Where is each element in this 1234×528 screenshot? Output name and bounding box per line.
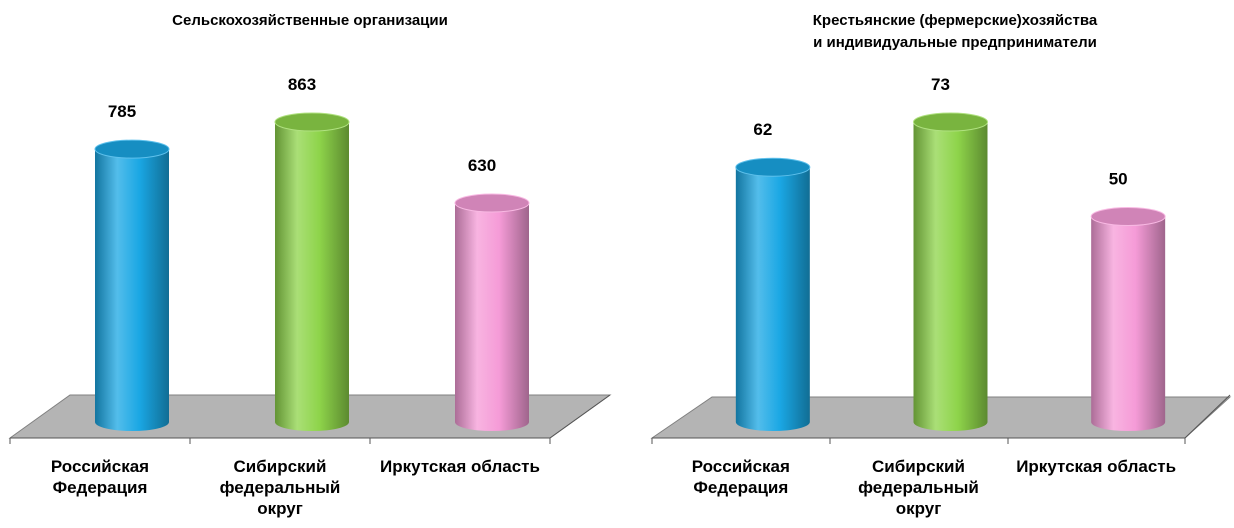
bar bbox=[274, 112, 350, 431]
data-label: 863 bbox=[288, 75, 316, 94]
bar bbox=[94, 139, 170, 431]
bar-body bbox=[275, 122, 349, 431]
data-label: 785 bbox=[108, 102, 136, 121]
bar bbox=[913, 112, 988, 431]
axis-edge bbox=[1184, 394, 1231, 439]
axis-edge bbox=[549, 394, 611, 439]
bar-body bbox=[455, 202, 529, 431]
chart-title: Крестьянские (фермерские)хозяйства и инд… bbox=[812, 12, 1098, 51]
bar bbox=[735, 157, 811, 431]
bar-body bbox=[735, 167, 810, 431]
bar-top bbox=[94, 139, 170, 159]
bar-body bbox=[1091, 216, 1166, 431]
x-tick-label: Российская Федерация bbox=[50, 457, 150, 497]
data-label: 62 bbox=[753, 120, 772, 139]
bar-top bbox=[913, 112, 988, 132]
chart-title: Сельскохозяйственные организации bbox=[172, 12, 448, 29]
x-tick-label: Сибирский федеральный округ bbox=[219, 457, 341, 518]
data-label: 50 bbox=[1109, 170, 1128, 189]
bar-body bbox=[95, 149, 169, 431]
bar-top bbox=[735, 157, 811, 177]
data-label: 73 bbox=[931, 75, 950, 94]
x-tick-label: Сибирский федеральный округ bbox=[858, 457, 979, 518]
bar-top bbox=[1090, 207, 1166, 227]
x-tick-label: Российская Федерация bbox=[691, 457, 790, 497]
x-tick-label: Иркутская область bbox=[380, 457, 540, 476]
bar-top bbox=[454, 193, 530, 213]
bar bbox=[454, 193, 530, 431]
data-label: 630 bbox=[468, 156, 496, 175]
bar-body bbox=[913, 122, 988, 431]
bar-top bbox=[274, 112, 350, 132]
bar bbox=[1090, 207, 1166, 431]
x-tick-label: Иркутская область bbox=[1016, 457, 1177, 476]
